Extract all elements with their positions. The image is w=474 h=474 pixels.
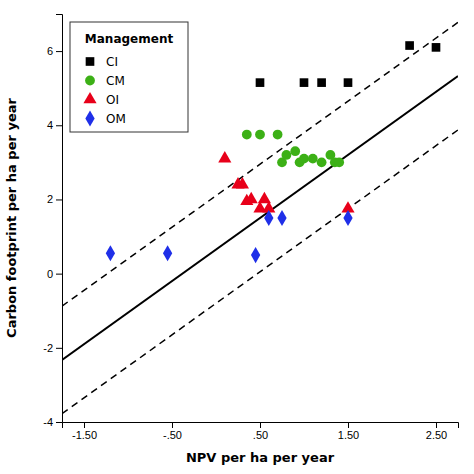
point [251, 247, 260, 263]
point [256, 78, 265, 87]
y-tick: 0 [47, 268, 62, 280]
series-points [218, 151, 354, 212]
x-tick-label: 2.50 [426, 429, 447, 441]
x-tick: -.50 [163, 422, 182, 441]
y-tick-label: 2 [47, 193, 53, 205]
y-tick-mark [56, 125, 62, 126]
legend-title: Management [85, 32, 174, 46]
x-tick: 2.50 [426, 422, 447, 441]
y-tick-label: -2 [43, 342, 53, 354]
y-tick-mark [56, 274, 62, 275]
point [242, 130, 252, 140]
x-tick-mark [436, 422, 437, 428]
point [264, 210, 273, 226]
y-tick: -4 [43, 416, 62, 428]
point [273, 130, 283, 140]
point [308, 154, 318, 164]
x-axis: -1.50 -.50 .50 1.50 2.50 [63, 422, 459, 441]
y-axis-title: Carbon footprint per ha per year [4, 98, 19, 338]
y-tick-mark [56, 348, 62, 349]
y-tick-label: 4 [47, 119, 53, 131]
point [334, 157, 344, 167]
legend-frame [70, 22, 188, 132]
y-axis-line [56, 15, 63, 423]
x-tick-mark [172, 422, 173, 428]
y-tick-label: 0 [47, 268, 53, 280]
y-tick-mark [56, 199, 62, 200]
legend: Management CI CM OI OM [70, 22, 188, 132]
legend-symbol [85, 76, 95, 86]
y-tick: 2 [47, 193, 62, 205]
point [290, 146, 300, 156]
x-tick-mark [260, 422, 261, 428]
series-points [242, 130, 344, 168]
point [255, 130, 265, 140]
point [245, 192, 258, 203]
legend-symbol [85, 110, 94, 126]
x-tick: .50 [253, 422, 268, 441]
point [405, 41, 414, 50]
y-tick: 4 [47, 119, 62, 131]
x-tick-label: .50 [253, 429, 268, 441]
point [277, 210, 286, 226]
legend-symbol [86, 57, 95, 66]
series-points [106, 210, 353, 263]
point [343, 210, 352, 226]
legend-symbol [83, 92, 96, 103]
series-points [256, 41, 441, 87]
point [106, 245, 115, 261]
legend-label: OM [106, 112, 126, 126]
point [218, 151, 231, 162]
point [163, 245, 172, 261]
x-tick-mark [84, 422, 85, 428]
point [300, 78, 309, 87]
y-axis: -4 -2 0 2 4 6 [43, 15, 62, 429]
point [317, 157, 327, 167]
x-tick-mark [348, 422, 349, 428]
legend-label: CM [106, 74, 125, 88]
point [344, 78, 353, 87]
y-tick-label: 6 [47, 45, 53, 57]
y-tick-mark [56, 51, 62, 52]
x-tick-label: 1.50 [338, 429, 359, 441]
legend-label: CI [106, 55, 118, 69]
regression-line [62, 130, 458, 414]
regression-line [62, 76, 458, 360]
y-tick: -2 [43, 342, 62, 354]
marks [62, 22, 458, 413]
x-tick: -1.50 [72, 422, 97, 441]
point [282, 150, 292, 160]
regression-line [62, 22, 458, 306]
plot: -1.50 -.50 .50 1.50 2.50 -4 -2 0 2 4 6 Management CI… [43, 15, 458, 441]
point [236, 177, 249, 188]
point [299, 154, 309, 164]
point [432, 43, 441, 52]
y-tick: 6 [47, 45, 62, 57]
x-axis-title: NPV per ha per year [186, 450, 335, 465]
y-tick-label: -4 [43, 416, 53, 428]
x-tick-label: -1.50 [72, 429, 97, 441]
point [317, 78, 326, 87]
x-tick-label: -.50 [163, 429, 182, 441]
chart: -1.50 -.50 .50 1.50 2.50 -4 -2 0 2 4 6 Management CI… [0, 0, 474, 474]
x-axis-line [63, 423, 459, 429]
x-tick: 1.50 [338, 422, 359, 441]
y-tick-mark [56, 422, 62, 423]
legend-label: OI [106, 93, 119, 107]
